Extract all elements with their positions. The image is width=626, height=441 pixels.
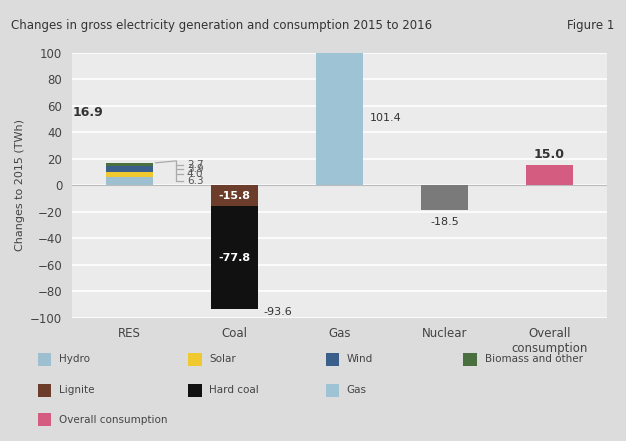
Bar (526, 165, 573, 185)
Text: Hard coal: Hard coal (209, 385, 259, 395)
Text: Solar: Solar (209, 355, 236, 364)
Bar (106, 163, 153, 166)
Text: -93.6: -93.6 (264, 307, 292, 317)
Text: 6.3: 6.3 (187, 176, 203, 186)
Text: 4.0: 4.0 (187, 169, 203, 179)
Bar (211, 206, 259, 309)
Bar (421, 185, 468, 210)
Y-axis label: Changes to 2015 (TWh): Changes to 2015 (TWh) (14, 119, 24, 251)
Text: 16.9: 16.9 (73, 106, 103, 119)
Text: Changes in gross electricity generation and consumption 2015 to 2016: Changes in gross electricity generation … (11, 19, 433, 32)
Text: Wind: Wind (347, 355, 373, 364)
Bar (211, 185, 259, 206)
Text: 3.9: 3.9 (187, 164, 203, 174)
Text: Gas: Gas (347, 385, 367, 395)
Text: 2.7: 2.7 (187, 160, 203, 170)
Text: Lignite: Lignite (59, 385, 95, 395)
Bar (316, 51, 363, 185)
Text: -18.5: -18.5 (430, 217, 459, 227)
Bar (106, 177, 153, 185)
Text: -15.8: -15.8 (218, 191, 250, 201)
Text: 15.0: 15.0 (534, 149, 565, 161)
Text: Hydro: Hydro (59, 355, 90, 364)
Bar (106, 172, 153, 177)
Text: Figure 1: Figure 1 (567, 19, 615, 32)
Text: 101.4: 101.4 (369, 113, 401, 123)
Text: -77.8: -77.8 (218, 253, 251, 262)
Text: Overall consumption: Overall consumption (59, 415, 167, 425)
Bar (106, 166, 153, 172)
Text: Biomass and other: Biomass and other (485, 355, 583, 364)
